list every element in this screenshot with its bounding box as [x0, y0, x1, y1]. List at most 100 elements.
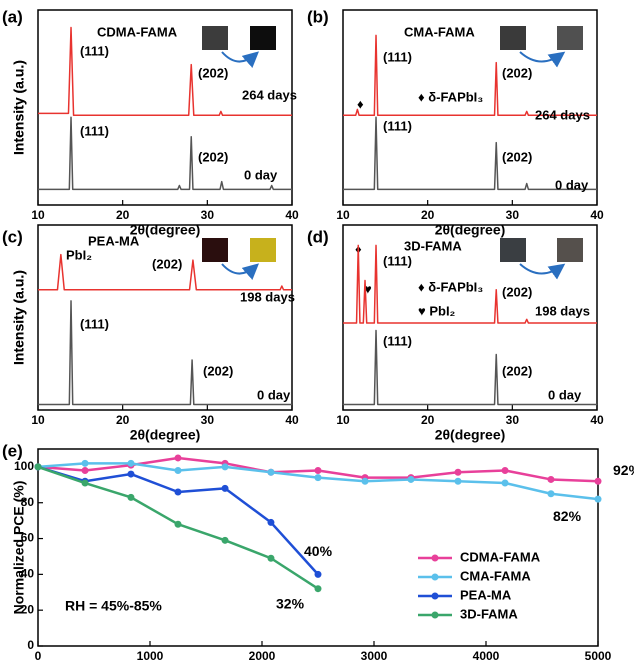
panel-label: (e) — [2, 441, 23, 460]
value-label: 40% — [304, 543, 333, 559]
data-point — [314, 585, 322, 593]
x-tick-label: 30 — [506, 208, 520, 222]
xrd-trace — [38, 253, 292, 291]
data-point — [547, 475, 555, 483]
y-tick-label: 20 — [21, 602, 35, 616]
series-label: 0 day — [244, 167, 278, 182]
x-axis-label: Time (h) — [291, 663, 345, 664]
legend-label: CDMA-FAMA — [460, 549, 541, 564]
inset-b — [500, 26, 583, 68]
data-point — [127, 459, 135, 467]
x-tick-label: 30 — [506, 413, 520, 427]
x-tick-label: 10 — [31, 413, 45, 427]
data-point — [174, 520, 182, 528]
axis-frame — [37, 9, 293, 206]
series-label: 0 day — [548, 387, 582, 402]
annotation: (202) — [502, 284, 532, 299]
inset-c — [202, 238, 276, 280]
axis-frame — [342, 9, 598, 206]
x-tick-label: 20 — [421, 413, 435, 427]
legend-marker — [431, 592, 439, 600]
series-label: 0 day — [257, 387, 291, 402]
x-tick-label: 1000 — [137, 649, 164, 663]
series-label: 264 days — [535, 107, 590, 122]
data-point — [174, 466, 182, 474]
y-axis-label: Intensity (a.u.) — [11, 270, 27, 365]
x-tick-label: 30 — [201, 413, 215, 427]
data-point — [267, 468, 275, 476]
x-tick-label: 40 — [285, 208, 299, 222]
data-point — [81, 466, 89, 474]
xrd-trace — [38, 300, 292, 406]
data-point — [407, 475, 415, 483]
xrd-trace — [343, 329, 597, 406]
x-tick-label: 40 — [590, 208, 604, 222]
annotation: (111) — [80, 316, 109, 331]
x-axis-label: 2θ(degree) — [435, 222, 506, 238]
x-tick-label: 4000 — [473, 649, 500, 663]
series-label: 264 days — [242, 87, 297, 102]
x-axis-label: 2θ(degree) — [130, 222, 201, 238]
panel-title: PEA-MA — [88, 233, 140, 248]
data-point — [501, 466, 509, 474]
annotation: ♦ — [357, 96, 364, 111]
annotation: (111) — [383, 333, 412, 348]
data-point — [314, 570, 322, 578]
data-point — [127, 470, 135, 478]
data-point — [174, 488, 182, 496]
series-label: 0 day — [555, 177, 589, 192]
x-tick-label: 40 — [285, 413, 299, 427]
x-tick-label: 40 — [590, 413, 604, 427]
data-point — [314, 466, 322, 474]
axis-frame — [342, 224, 598, 411]
x-tick-label: 2000 — [249, 649, 276, 663]
panel-title: 3D-FAMA — [404, 238, 462, 253]
legend-label: 3D-FAMA — [460, 606, 518, 621]
annotation: RH = 45%-85% — [65, 598, 162, 614]
data-point — [127, 493, 135, 501]
annotation: ♥ PbI₂ — [418, 303, 456, 318]
axis-frame — [37, 448, 599, 647]
annotation: ♦ δ-FAPbI₃ — [418, 89, 483, 104]
data-point — [81, 479, 89, 487]
panel-title: CDMA-FAMA — [97, 24, 178, 39]
xrd-trace — [38, 116, 292, 191]
panel-label: (c) — [2, 227, 23, 246]
series-label: 198 days — [535, 303, 590, 318]
x-tick-label: 0 — [35, 649, 42, 663]
legend-marker — [431, 611, 439, 619]
legend-marker — [431, 573, 439, 581]
annotation: ♦ δ-FAPbI₃ — [418, 279, 483, 294]
value-label: 32% — [276, 595, 305, 611]
data-point — [501, 479, 509, 487]
data-point — [267, 518, 275, 526]
annotation: (202) — [203, 363, 233, 378]
y-tick-label: 100 — [14, 459, 34, 473]
annotation: (202) — [198, 65, 228, 80]
annotation: ♥ — [364, 281, 372, 296]
y-axis-label: Intensity (a.u.) — [11, 60, 27, 155]
panel-label: (a) — [2, 7, 23, 26]
value-label: 82% — [553, 508, 582, 524]
data-point — [594, 477, 602, 485]
annotation: PbI₂ — [66, 247, 92, 262]
xrd-trace — [38, 26, 292, 117]
x-tick-label: 10 — [336, 208, 350, 222]
annotation: (111) — [383, 118, 412, 133]
data-point — [361, 477, 369, 485]
x-tick-label: 20 — [421, 208, 435, 222]
x-axis-label: 2θ(degree) — [130, 427, 201, 443]
panel-label: (b) — [307, 7, 329, 26]
x-tick-label: 30 — [201, 208, 215, 222]
panel-title: CMA-FAMA — [404, 24, 475, 39]
x-tick-label: 3000 — [361, 649, 388, 663]
data-point — [547, 490, 555, 498]
annotation: (202) — [502, 149, 532, 164]
data-point — [34, 463, 42, 471]
data-point — [221, 484, 229, 492]
legend-marker — [431, 554, 439, 562]
data-point — [454, 468, 462, 476]
x-tick-label: 10 — [336, 413, 350, 427]
x-tick-label: 20 — [116, 208, 130, 222]
